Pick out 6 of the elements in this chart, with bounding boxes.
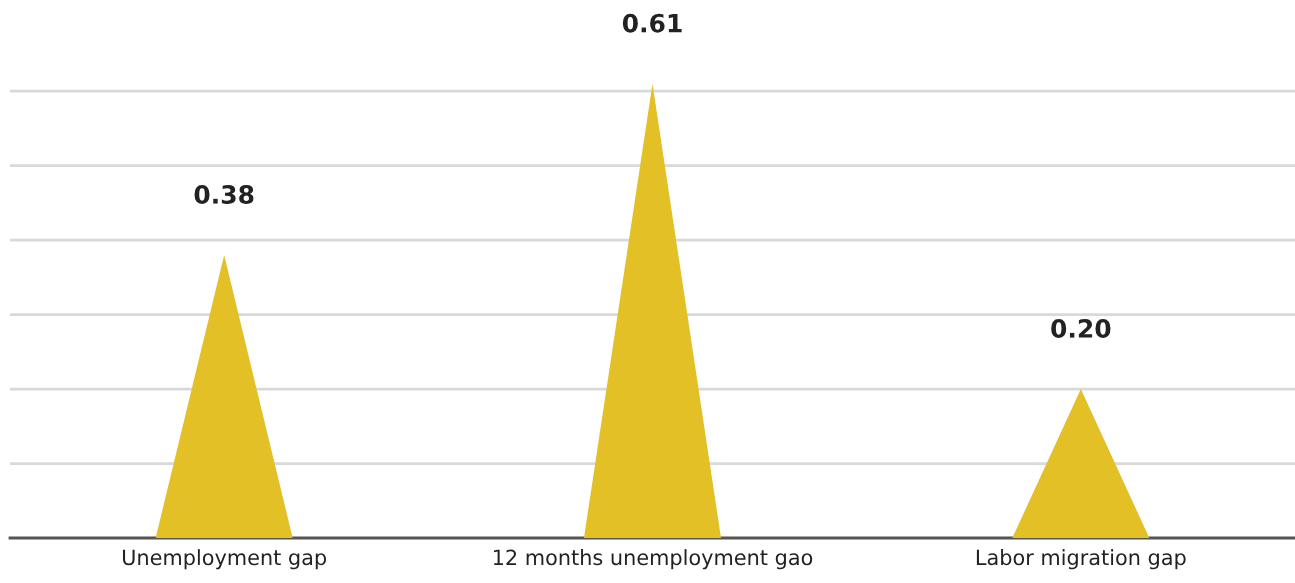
data-label: 0.61: [622, 13, 682, 33]
x-tick-label: 12 months unemployment gao: [493, 549, 813, 570]
data-label: 0.38: [194, 185, 254, 204]
data-label: 0.20: [1051, 319, 1111, 338]
x-tick-label: Labor migration gap: [976, 549, 1186, 570]
x-tick-label: Unemployment gap: [122, 549, 327, 570]
